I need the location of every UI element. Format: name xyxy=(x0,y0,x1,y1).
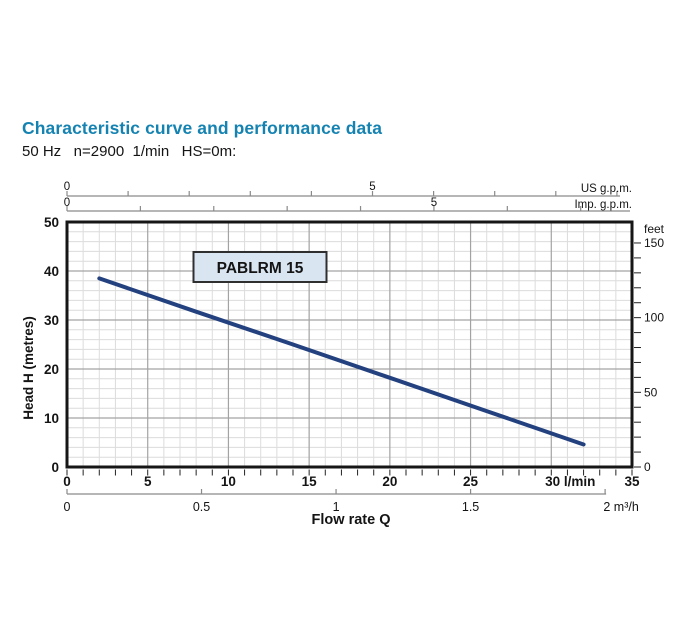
imp-gpm-tick-label: 0 xyxy=(64,197,70,209)
chart-title: Characteristic curve and performance dat… xyxy=(22,118,383,138)
feet-tick-label: 50 xyxy=(644,385,658,399)
x-tick-label: 10 xyxy=(221,474,236,489)
x-tick-label: 0 xyxy=(63,474,71,489)
series-label: PABLRM 15 xyxy=(217,260,304,277)
y-tick-label: 30 xyxy=(44,313,59,328)
series-label-box xyxy=(192,251,328,283)
chart-header: Characteristic curve and performance dat… xyxy=(22,118,382,160)
x-tick-label: 35 xyxy=(624,474,640,489)
imp-gpm-unit-label: Imp. g.p.m. xyxy=(574,199,632,211)
x-tick-label: 15 xyxy=(302,474,318,489)
y-tick-label: 50 xyxy=(44,215,59,230)
y-tick-label: 10 xyxy=(44,411,59,426)
x-tick-label: 5 xyxy=(144,474,152,489)
feet-tick-label: 150 xyxy=(644,236,664,250)
us-gpm-unit-label: US g.p.m. xyxy=(581,183,632,195)
x-axis-title: Flow rate Q xyxy=(312,512,391,528)
x-tick-label: 30 l/min xyxy=(545,474,595,489)
imp-gpm-tick-label: 5 xyxy=(431,197,437,209)
y-axis-title: Head H (metres) xyxy=(21,316,36,420)
pump-curve xyxy=(97,276,586,447)
m3h-tick-label: 2 m³/h xyxy=(603,500,638,514)
y-tick-label: 40 xyxy=(44,264,59,279)
y-tick-label: 20 xyxy=(44,362,59,377)
us-gpm-tick-label: 0 xyxy=(64,181,70,193)
plot-border xyxy=(65,220,634,469)
chart-subtitle: 50 Hz n=2900 1/min HS=0m: xyxy=(22,143,237,160)
us-gpm-tick-label: 5 xyxy=(369,181,375,193)
feet-tick-label: 100 xyxy=(644,311,664,325)
m3h-tick-label: 1.5 xyxy=(462,500,479,514)
y-tick-label: 0 xyxy=(51,460,59,475)
axes: 0 5 10 15 20 25 30 l/min 350 0.5 1 1.5 2 m³/h0 50 501… xyxy=(44,181,664,514)
x-tick-label: 25 xyxy=(463,474,479,489)
series-label-group: PABLRM 15 xyxy=(192,251,328,283)
m3h-tick-label: 0 xyxy=(64,500,71,514)
m3h-tick-label: 0.5 xyxy=(193,500,210,514)
feet-tick-label: 0 xyxy=(644,460,651,474)
x-tick-label: 20 xyxy=(382,474,397,489)
feet-unit-label: feet xyxy=(644,222,665,236)
axis-titles: Head H (metres) Flow rate Q US g.p.m. Im… xyxy=(21,183,665,528)
pump-curve-layer xyxy=(97,276,586,447)
m3h-tick-label: 1 xyxy=(333,500,340,514)
